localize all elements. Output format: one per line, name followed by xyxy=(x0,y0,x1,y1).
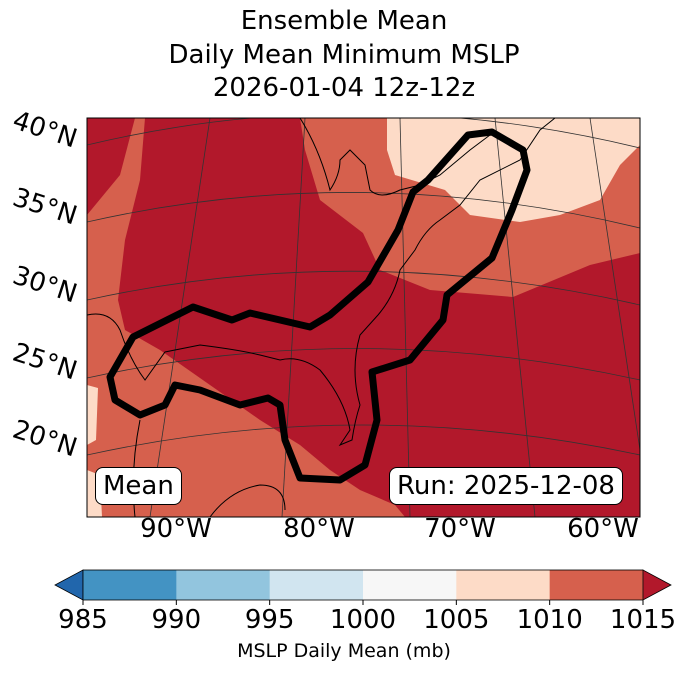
run-date-box: Run: 2025-12-08 xyxy=(389,467,623,505)
pressure-field-1000-1005-west xyxy=(87,385,98,445)
colorbar xyxy=(54,569,672,605)
colorbar-tick-label: 1005 xyxy=(423,605,490,635)
colorbar-tick-label: 1010 xyxy=(516,605,583,635)
colorbar-over-arrow xyxy=(642,569,672,601)
colorbar-segment xyxy=(456,570,551,600)
title-line-1: Ensemble Mean xyxy=(240,6,448,36)
colorbar-segment xyxy=(269,570,364,600)
pressure-field-1000-1005-northeast xyxy=(387,118,640,222)
colorbar-tick-label: 995 xyxy=(244,605,295,635)
colorbar-tick-label: 1015 xyxy=(609,605,677,635)
colorbar-segment xyxy=(83,570,177,600)
map-frame xyxy=(86,117,641,518)
pressure-field-1005-1010-southwest xyxy=(87,118,405,517)
colorbar-segment xyxy=(363,570,457,600)
colorbar-segment xyxy=(549,570,644,600)
title-line-2: Daily Mean Minimum MSLP xyxy=(168,40,520,70)
colorbar-tick-label: 990 xyxy=(151,605,202,635)
colorbar-under-arrow xyxy=(54,569,84,601)
lon-label-60w: 60°W xyxy=(567,514,639,544)
lon-label-80w: 80°W xyxy=(283,514,355,544)
colorbar-label: MSLP Daily Mean (mb) xyxy=(237,640,451,662)
lon-label-90w: 90°W xyxy=(140,514,212,544)
contour-1015-mb xyxy=(106,128,531,484)
title-line-3: 2026-01-04 12z-12z xyxy=(212,73,476,103)
colorbar-tick-label: 1000 xyxy=(329,605,397,635)
mean-label-box: Mean xyxy=(95,467,182,505)
colorbar-segment xyxy=(176,570,271,600)
graticule xyxy=(87,118,640,517)
colorbar-tick-label: 985 xyxy=(58,605,108,635)
lon-label-70w: 70°W xyxy=(424,514,496,544)
